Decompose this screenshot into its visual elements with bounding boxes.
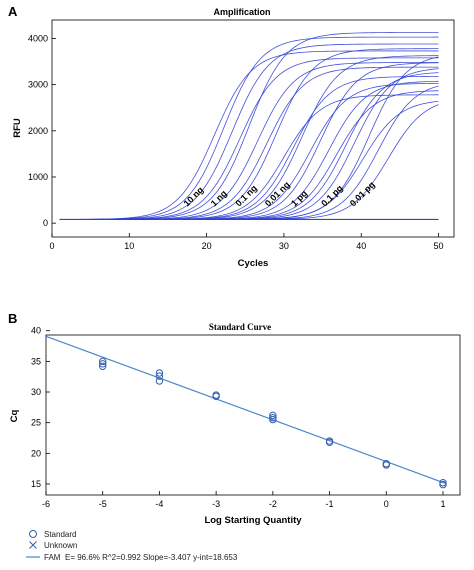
amplification-title: Amplification bbox=[213, 7, 270, 17]
standard-curve-y-tick-label: 35 bbox=[31, 356, 41, 366]
amplification-x-tick-label: 30 bbox=[279, 241, 289, 251]
standard-curve-title: Standard Curve bbox=[209, 322, 271, 332]
standard-curve-y-tick-label: 15 bbox=[31, 479, 41, 489]
standard-curve-y-tick-label: 40 bbox=[31, 326, 41, 336]
amplification-curves bbox=[59, 32, 439, 221]
standard-point bbox=[269, 415, 277, 424]
panel-label-b: B bbox=[8, 311, 17, 326]
amplification-x-tick-label: 10 bbox=[124, 241, 134, 251]
standard-curve-x-axis-label: Log Starting Quantity bbox=[204, 515, 302, 526]
standard-curve-y-tick-label: 20 bbox=[31, 448, 41, 458]
standard-point bbox=[155, 369, 164, 377]
amplification-y-tick-label: 1000 bbox=[28, 172, 48, 182]
standard-point bbox=[382, 461, 390, 469]
amplification-axis-ticks: 0 10 20 30 40 50 0 1000 2000 3000 4000 bbox=[28, 33, 444, 251]
amplification-y-tick-label: 4000 bbox=[28, 33, 48, 43]
amplification-y-tick-label: 2000 bbox=[28, 126, 48, 136]
standard-point bbox=[155, 372, 164, 380]
amplification-y-axis-label: RFU bbox=[12, 118, 23, 138]
standard-curve-x-tick-label: -1 bbox=[326, 499, 334, 509]
standard-point bbox=[212, 392, 220, 401]
standard-curve-x-tick-label: -6 bbox=[42, 499, 50, 509]
amplification-x-tick-label: 50 bbox=[434, 241, 444, 251]
legend-unknown-label: Unknown bbox=[44, 541, 77, 550]
standard-point bbox=[325, 438, 334, 446]
standard-point bbox=[99, 360, 107, 368]
standard-point bbox=[155, 377, 164, 385]
amplification-plot-frame bbox=[51, 19, 455, 238]
standard-point bbox=[99, 362, 107, 370]
standard-point bbox=[269, 411, 277, 420]
standard-curve-axis-ticks: -6 -5 -4 -3 -2 -1 0 1 15 20 25 30 35 40 bbox=[31, 326, 446, 509]
standard-curve-panel: B Standard Curve -6 -5 -4 -3 -2 -1 0 1 15 20 25 30 3… bbox=[8, 311, 461, 562]
standard-curve-y-tick-label: 30 bbox=[31, 387, 41, 397]
standard-curve-y-axis-label: Cq bbox=[9, 409, 20, 422]
amplification-x-tick-label: 0 bbox=[49, 241, 54, 251]
legend-unknown-marker bbox=[29, 541, 37, 549]
amplification-x-tick-label: 40 bbox=[356, 241, 366, 251]
standard-curve-fit-line bbox=[45, 335, 447, 485]
standard-curve-x-tick-label: -4 bbox=[155, 499, 163, 509]
standard-curve-x-tick-label: -2 bbox=[269, 499, 277, 509]
legend-fam-stats: E= 96.6% R^2=0.992 Slope=-3.407 y-int=18… bbox=[65, 553, 238, 562]
standard-curve-legend: Standard Unknown FAM E= 96.6% R^2=0.992 … bbox=[26, 530, 238, 562]
panel-label-a: A bbox=[8, 4, 18, 19]
legend-standard-marker bbox=[29, 530, 37, 538]
standard-curve-x-tick-label: -5 bbox=[99, 499, 107, 509]
standard-curve-points bbox=[99, 357, 447, 489]
standard-curve-x-tick-label: 0 bbox=[384, 499, 389, 509]
standard-curve-y-tick-label: 25 bbox=[31, 418, 41, 428]
amplification-x-axis-label: Cycles bbox=[238, 258, 269, 269]
standard-curve-x-tick-label: 1 bbox=[440, 499, 445, 509]
amplification-y-tick-label: 3000 bbox=[28, 80, 48, 90]
standard-curve-x-tick-label: -3 bbox=[212, 499, 220, 509]
standard-point bbox=[439, 480, 447, 489]
amplification-x-tick-label: 20 bbox=[202, 241, 212, 251]
amplification-panel: A Amplification 0 10 20 30 40 50 0 1000 2000 3000… bbox=[8, 4, 455, 269]
legend-standard-label: Standard bbox=[44, 530, 76, 539]
amplification-y-tick-label: 0 bbox=[43, 218, 48, 228]
standard-point bbox=[99, 357, 107, 366]
legend-fam-label: FAM bbox=[44, 553, 61, 562]
